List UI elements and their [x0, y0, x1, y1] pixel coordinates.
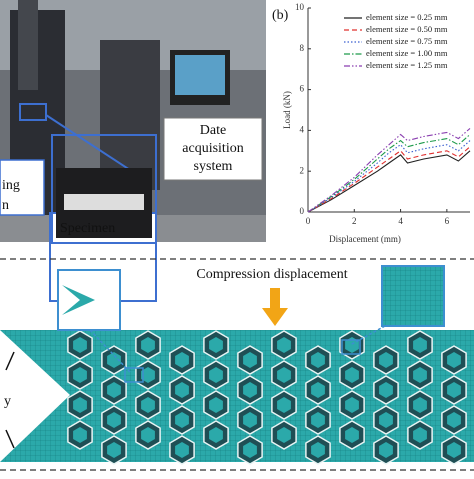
- series-line: [307, 146, 471, 213]
- legend-label: element size = 0.50 mm: [366, 24, 448, 34]
- x-tick-label: 2: [352, 216, 357, 226]
- mesh-cell: [277, 367, 291, 383]
- mesh-cell: [447, 412, 461, 428]
- x-tick-label: 6: [445, 216, 450, 226]
- panel-label: (b): [272, 8, 289, 23]
- series-line: [307, 134, 471, 213]
- mesh-cell: [379, 442, 393, 458]
- photo-panel: ing n Specimen Date acquisition system: [0, 0, 266, 302]
- x-tick-label: 0: [306, 216, 311, 226]
- mesh-cell: [141, 337, 155, 353]
- x-tick-label: 4: [398, 216, 403, 226]
- series-line: [307, 140, 471, 213]
- mesh-cell: [413, 367, 427, 383]
- simulation-panel: Compression displacement y: [0, 258, 474, 471]
- mesh-cell: [345, 397, 359, 413]
- mesh-cell: [447, 352, 461, 368]
- daq-label: system: [194, 159, 233, 174]
- mesh-cell: [107, 352, 121, 368]
- axis-fragment: y: [4, 394, 11, 409]
- mesh-cell: [277, 427, 291, 443]
- series-line: [307, 127, 471, 213]
- mesh-cell: [209, 397, 223, 413]
- simulation-title: Compression displacement: [196, 267, 347, 282]
- x-axis-label: Displacement (mm): [329, 234, 401, 244]
- y-tick-label: 8: [300, 43, 305, 53]
- mesh-cell: [73, 397, 87, 413]
- mesh-cell: [73, 427, 87, 443]
- mesh-cell: [209, 427, 223, 443]
- y-tick-label: 4: [300, 124, 305, 134]
- mesh-cell: [175, 412, 189, 428]
- y-tick-label: 0: [300, 206, 305, 216]
- mesh-cell: [345, 427, 359, 443]
- mesh-cell: [243, 382, 257, 398]
- legend-label: element size = 0.25 mm: [366, 12, 448, 22]
- mesh-cell: [311, 412, 325, 428]
- mesh-cell: [345, 367, 359, 383]
- mesh-cell: [73, 367, 87, 383]
- y-axis-label: Load (kN): [282, 91, 292, 129]
- mesh-cell: [345, 337, 359, 353]
- mesh-cell: [107, 382, 121, 398]
- legend-label: element size = 1.00 mm: [366, 48, 448, 58]
- mesh-cell: [141, 397, 155, 413]
- mesh-cell: [379, 412, 393, 428]
- mesh-cell: [277, 337, 291, 353]
- mesh-cell: [209, 367, 223, 383]
- mesh-cell: [379, 352, 393, 368]
- y-tick-label: 2: [300, 165, 305, 175]
- mesh-cell: [379, 382, 393, 398]
- daq-label: Date: [200, 123, 226, 138]
- series-line: [307, 150, 471, 213]
- mesh-cell: [73, 337, 87, 353]
- chart-panel: (b) Load (kN) Displacement (mm) 0 2 4 6 8 10 0…: [272, 2, 471, 244]
- mesh-cell: [107, 442, 121, 458]
- label-fragment: n: [2, 198, 9, 213]
- mesh-cell: [175, 442, 189, 458]
- mesh-cell: [243, 412, 257, 428]
- daq-label: acquisition: [182, 141, 243, 156]
- mesh-cell: [413, 427, 427, 443]
- mesh-cell: [311, 352, 325, 368]
- mesh-cell: [141, 427, 155, 443]
- y-tick-label: 10: [295, 2, 305, 12]
- mesh-cell: [447, 382, 461, 398]
- mesh-cell: [413, 337, 427, 353]
- mesh-cell: [277, 397, 291, 413]
- mesh-cell: [311, 382, 325, 398]
- specimen-label: Specimen: [60, 221, 115, 236]
- mesh-cell: [447, 442, 461, 458]
- mesh-cell: [243, 442, 257, 458]
- y-tick-label: 6: [300, 84, 305, 94]
- mesh-cell: [413, 397, 427, 413]
- mesh-cell: [243, 352, 257, 368]
- mesh-cell: [209, 337, 223, 353]
- legend-label: element size = 0.75 mm: [366, 36, 448, 46]
- mesh-cell: [311, 442, 325, 458]
- mesh-cell: [175, 382, 189, 398]
- mesh-cell: [107, 412, 121, 428]
- label-fragment: ing: [2, 178, 20, 193]
- mesh-cell: [175, 352, 189, 368]
- legend-label: element size = 1.25 mm: [366, 60, 448, 70]
- mesh-cell: [141, 367, 155, 383]
